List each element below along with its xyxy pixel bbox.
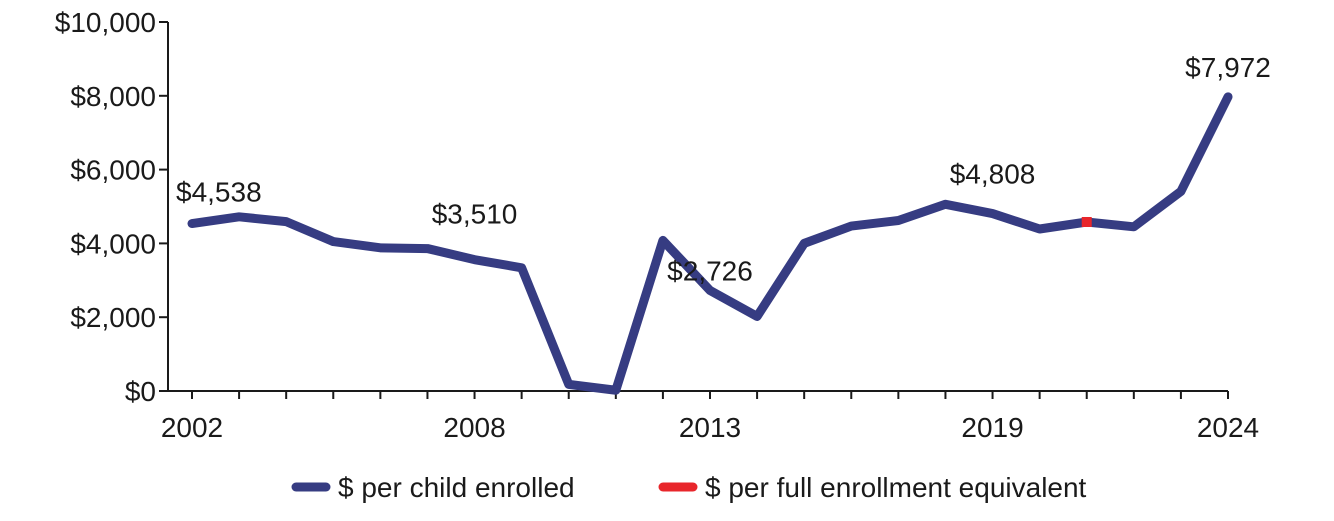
x-tick-label: 2008 <box>443 412 505 443</box>
y-tick-label: $2,000 <box>70 302 156 333</box>
data-label: $2,726 <box>667 255 753 286</box>
x-tick-label: 2019 <box>961 412 1023 443</box>
annotation-layer: $4,538 $3,510 $2,726 $4,808 $7,972 <box>176 52 1271 287</box>
y-tick-label: $0 <box>125 376 156 407</box>
data-label: $4,538 <box>176 177 262 208</box>
x-tick-label: 2013 <box>679 412 741 443</box>
y-tick-label: $4,000 <box>70 228 156 259</box>
series-layer <box>187 92 1233 395</box>
data-label: $4,808 <box>950 159 1036 190</box>
y-tick-label: $6,000 <box>70 155 156 186</box>
series-point-1 <box>1081 216 1092 227</box>
data-label: $3,510 <box>432 199 518 230</box>
legend-label-full-enrollment: $ per full enrollment equivalent <box>705 472 1087 503</box>
y-tick-label: $8,000 <box>70 81 156 112</box>
x-tick-label: 2002 <box>161 412 223 443</box>
legend-label-per-child: $ per child enrolled <box>338 472 575 503</box>
y-tick-label: $10,000 <box>55 7 156 38</box>
x-tick-label: 2024 <box>1197 412 1259 443</box>
legend: $ per child enrolled $ per full enrollme… <box>291 472 1087 503</box>
series-line-0 <box>187 92 1233 395</box>
axes: $0 $2,000 $4,000 $6,000 $8,000 $10,000 2002 200… <box>55 7 1259 443</box>
data-label: $7,972 <box>1185 52 1271 83</box>
